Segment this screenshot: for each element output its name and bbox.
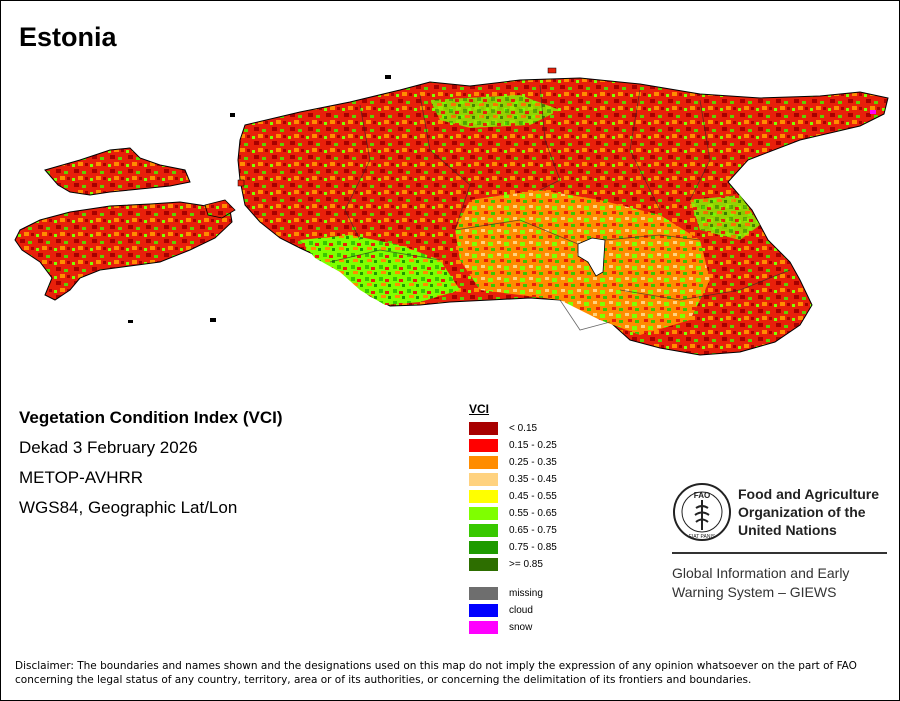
legend-special: missing cloud snow [469,585,557,636]
fao-name-line2: Organization of the [738,504,866,520]
legend-swatch [469,456,498,469]
giews-label: Global Information and Early Warning Sys… [672,564,849,602]
legend-swatch [469,541,498,554]
legend-swatch [469,558,498,571]
disclaimer-line1: Disclaimer: The boundaries and names sho… [15,660,857,672]
fao-motto: FIAT PANIS [689,534,716,540]
legend-title: VCI [469,402,490,416]
fao-logo-icon: FAO FIAT PANIS [673,483,731,541]
legend-item: < 0.15 [469,420,557,437]
legend-item: >= 0.85 [469,556,557,573]
legend-swatch [469,473,498,486]
islet [210,318,216,322]
legend-label: 0.25 - 0.35 [509,457,557,468]
east-green-band [690,195,760,240]
legend-label: 0.45 - 0.55 [509,491,557,502]
legend-item: 0.65 - 0.75 [469,522,557,539]
islet [547,67,557,74]
legend-item: missing [469,585,557,602]
legend-item: 0.25 - 0.35 [469,454,557,471]
county-boundaries [329,84,791,331]
legend-item: 0.55 - 0.65 [469,505,557,522]
fao-name: Food and Agriculture Organization of the… [738,485,879,539]
legend-label: >= 0.85 [509,559,543,570]
giews-line1: Global Information and Early [672,565,850,581]
legend-item: snow [469,619,557,636]
saaremaa-island [14,201,233,301]
fao-divider [672,552,887,554]
islet [870,110,876,114]
map-info: Vegetation Condition Index (VCI) Dekad 3… [19,405,283,525]
legend-swatch [469,507,498,520]
hiiumaa-island [44,147,191,196]
period-label: Dekad 3 February 2026 [19,438,198,457]
legend-swatch [469,490,498,503]
legend-label: 0.35 - 0.45 [509,474,557,485]
legend: VCI < 0.15 0.15 - 0.25 0.25 - 0.35 0.35 - 0… [469,402,557,636]
legend-label: snow [509,622,533,633]
legend-label: missing [509,588,543,599]
legend-swatch [469,524,498,537]
islet [230,113,235,117]
legend-swatch [469,621,498,634]
legend-swatch [469,587,498,600]
legend-label: 0.15 - 0.25 [509,440,557,451]
legend-label: < 0.15 [509,423,538,434]
sensor-label: METOP-AVHRR [19,468,144,487]
islet [237,179,245,187]
legend-item: cloud [469,602,557,619]
fao-logo-text: FAO [694,491,710,500]
central-orange-region [455,190,710,335]
muhu-island [204,199,236,219]
legend-swatch [469,439,498,452]
legend-classes: < 0.15 0.15 - 0.25 0.25 - 0.35 0.35 - 0.45 0… [469,420,557,573]
legend-item: 0.35 - 0.45 [469,471,557,488]
legend-swatch [469,422,498,435]
map-title: Estonia [19,22,117,52]
index-title: Vegetation Condition Index (VCI) [19,408,283,427]
fao-name-line1: Food and Agriculture [738,486,880,502]
islet [128,320,133,323]
vci-map [14,67,889,356]
legend-item: 0.45 - 0.55 [469,488,557,505]
legend-label: 0.75 - 0.85 [509,542,557,553]
fao-name-line3: United Nations [738,522,837,538]
legend-item: 0.75 - 0.85 [469,539,557,556]
legend-label: 0.65 - 0.75 [509,525,557,536]
disclaimer: Disclaimer: The boundaries and names sho… [15,659,885,687]
giews-line2: Warning System – GIEWS [672,584,837,600]
islet [385,75,391,79]
projection-label: WGS84, Geographic Lat/Lon [19,498,238,517]
legend-swatch [469,604,498,617]
disclaimer-line2: concerning the legal status of any count… [15,674,752,686]
legend-item: 0.15 - 0.25 [469,437,557,454]
legend-label: 0.55 - 0.65 [509,508,557,519]
legend-label: cloud [509,605,533,616]
north-green-band [430,95,560,128]
southwest-green-region [300,235,460,305]
lake-vortsjarv [577,237,606,277]
